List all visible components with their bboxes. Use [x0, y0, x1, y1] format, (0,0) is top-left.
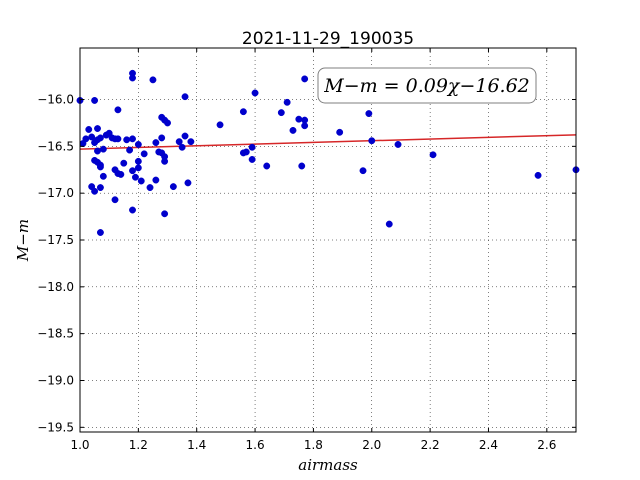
annotation-box	[317, 67, 537, 104]
data-point	[129, 167, 136, 175]
data-point	[184, 179, 192, 187]
data-point	[94, 125, 101, 132]
y-tick-label: −17.0	[37, 186, 74, 200]
data-point	[146, 184, 154, 192]
data-point	[368, 137, 376, 145]
fit-annotation: M−m = 0.09χ−16.62	[317, 67, 537, 104]
data-point	[239, 108, 247, 116]
data-point	[152, 139, 160, 147]
x-tick-label: 2.2	[421, 438, 440, 452]
data-point	[123, 136, 131, 144]
annotation-text: M−m = 0.09χ−16.62	[323, 75, 530, 97]
data-point	[120, 159, 128, 167]
data-point	[129, 206, 136, 214]
data-point	[161, 157, 169, 165]
x-tick-label: 1.4	[187, 438, 206, 452]
x-tick-label: 2.4	[479, 438, 498, 452]
data-point	[134, 141, 142, 148]
data-point	[129, 135, 136, 143]
data-point	[429, 151, 437, 159]
x-tick-label: 1.6	[246, 438, 265, 452]
data-point	[158, 134, 166, 142]
data-point	[181, 132, 189, 140]
data-point	[248, 143, 256, 151]
data-point	[169, 183, 177, 191]
data-point	[134, 164, 142, 172]
data-point	[99, 145, 107, 153]
data-point	[117, 170, 125, 178]
data-point	[289, 126, 297, 134]
data-point	[283, 98, 291, 106]
x-axis-label: airmass	[298, 456, 358, 474]
data-point	[82, 135, 90, 143]
y-tick-label: −19.5	[37, 420, 74, 434]
data-point	[134, 157, 142, 165]
data-point	[99, 172, 107, 180]
data-point	[187, 138, 195, 146]
data-point	[152, 176, 160, 184]
x-tick-label: 1.8	[304, 438, 323, 452]
data-point	[111, 196, 119, 204]
data-point	[126, 146, 134, 154]
data-point	[131, 173, 139, 181]
data-point	[216, 121, 224, 129]
data-point	[88, 133, 96, 141]
x-tick-labels: 1.0 1.2 1.4 1.6 1.8 2.0 2.2 2.4 2.6	[70, 438, 556, 452]
data-point	[298, 162, 306, 170]
x-tick-label: 1.0	[70, 438, 89, 452]
chart-title: 2021-11-29_190035	[242, 29, 414, 49]
data-point	[91, 187, 99, 195]
data-point	[248, 156, 256, 163]
y-tick-labels: −16.0 −16.5 −17.0 −17.5 −18.0 −18.5 −19.0 −19.5	[37, 93, 74, 435]
y-tick-label: −18.0	[37, 280, 74, 294]
data-point	[336, 128, 344, 136]
data-point	[181, 93, 189, 101]
data-point	[295, 115, 303, 123]
data-point	[394, 141, 402, 148]
data-points	[76, 69, 580, 236]
data-point	[96, 184, 104, 192]
x-tick-label: 2.0	[362, 438, 381, 452]
data-point	[94, 147, 101, 155]
x-tick-label: 2.6	[537, 438, 556, 452]
data-point	[175, 138, 183, 146]
data-point	[114, 106, 122, 114]
data-point	[85, 126, 93, 133]
data-point	[114, 135, 122, 143]
data-point	[164, 119, 171, 127]
x-tick-label: 1.2	[129, 438, 148, 452]
y-tick-label: −19.0	[37, 373, 74, 387]
fit-line-group	[79, 134, 577, 150]
y-tick-label: −18.5	[37, 327, 74, 341]
data-point	[534, 171, 542, 179]
data-point	[96, 229, 104, 236]
data-point	[91, 96, 99, 104]
y-tick-label: −16.0	[37, 93, 74, 107]
y-axis-label: M−m	[14, 219, 32, 262]
data-point	[96, 134, 104, 142]
data-point	[96, 163, 104, 171]
fit-line	[79, 134, 577, 150]
data-point	[263, 162, 271, 170]
data-point	[385, 220, 393, 228]
data-point	[178, 143, 186, 151]
data-point	[301, 75, 309, 83]
data-point	[365, 110, 373, 118]
data-point	[140, 150, 148, 158]
data-point	[149, 76, 157, 84]
data-point	[137, 177, 145, 185]
data-point	[129, 69, 136, 77]
data-point	[161, 210, 169, 218]
data-point	[277, 109, 285, 117]
data-point	[251, 89, 259, 97]
y-tick-label: −16.5	[37, 139, 74, 153]
axis-ticks	[79, 48, 576, 432]
data-point	[359, 167, 367, 175]
data-point	[242, 148, 250, 156]
data-point	[301, 116, 309, 124]
y-tick-label: −17.5	[37, 233, 74, 247]
grid-lines	[79, 48, 576, 432]
